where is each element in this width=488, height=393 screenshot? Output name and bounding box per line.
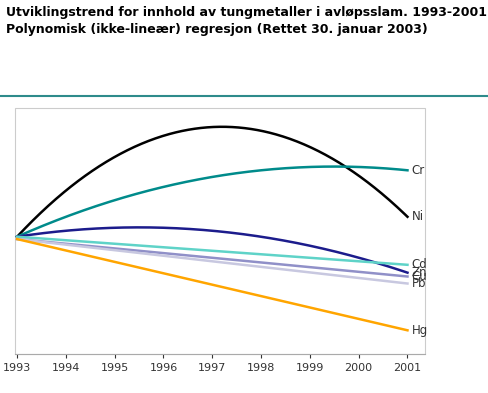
Text: Cr: Cr (411, 164, 425, 177)
Text: Hg: Hg (411, 324, 427, 337)
Text: Cu: Cu (411, 270, 427, 283)
Text: Cd: Cd (411, 258, 427, 271)
Text: Zn: Zn (411, 266, 427, 279)
Text: Utviklingstrend for innhold av tungmetaller i avløpsslam. 1993-2001.
Polynomisk : Utviklingstrend for innhold av tungmetal… (6, 6, 488, 36)
Text: Ni: Ni (411, 210, 424, 223)
Text: Pb: Pb (411, 277, 426, 290)
